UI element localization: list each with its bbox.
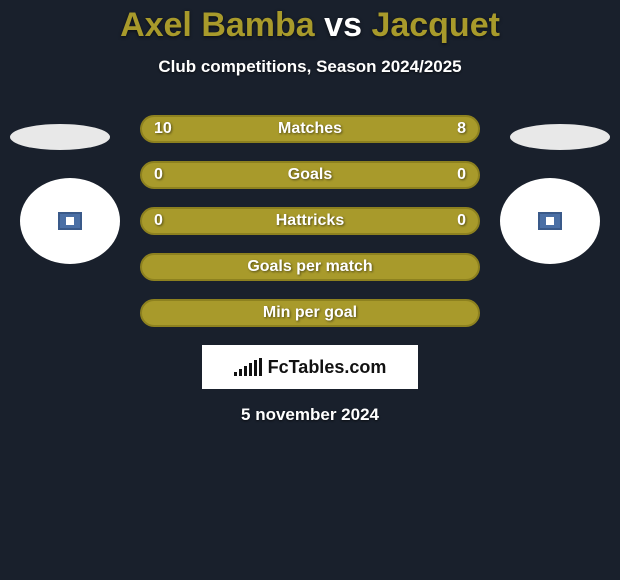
player2-name: Jacquet <box>371 6 500 44</box>
stat-right-value: 0 <box>457 166 466 184</box>
player2-avatar <box>500 178 600 264</box>
player1-name: Axel Bamba <box>120 6 315 44</box>
brand-badge: FcTables.com <box>202 345 418 389</box>
brand-bar <box>259 358 262 376</box>
decorative-ellipse-right <box>510 124 610 150</box>
stat-row: 0 Hattricks 0 <box>140 207 480 235</box>
stat-row: 0 Goals 0 <box>140 161 480 189</box>
brand-bar <box>249 363 252 376</box>
stat-label: Hattricks <box>276 212 344 230</box>
stat-left-value: 0 <box>154 212 163 230</box>
stat-left-value: 10 <box>154 120 172 138</box>
stat-right-value: 8 <box>457 120 466 138</box>
stat-label: Goals <box>288 166 332 184</box>
decorative-ellipse-left <box>10 124 110 150</box>
page-title: Axel Bamba vs Jacquet <box>0 0 620 45</box>
brand-bar <box>234 372 237 376</box>
stat-label: Goals per match <box>247 258 372 276</box>
brand-bar <box>239 369 242 376</box>
stat-label: Min per goal <box>263 304 357 322</box>
stat-label: Matches <box>278 120 342 138</box>
stat-row: Min per goal <box>140 299 480 327</box>
placeholder-icon <box>538 212 562 230</box>
stat-left-value: 0 <box>154 166 163 184</box>
stat-row: Goals per match <box>140 253 480 281</box>
brand-bar <box>254 360 257 376</box>
brand-text: FcTables.com <box>268 357 387 378</box>
placeholder-icon <box>58 212 82 230</box>
brand-bar <box>244 366 247 376</box>
brand-bars-icon <box>234 358 262 376</box>
stat-row: 10 Matches 8 <box>140 115 480 143</box>
player1-avatar <box>20 178 120 264</box>
date-text: 5 november 2024 <box>0 405 620 425</box>
vs-text: vs <box>324 6 362 44</box>
subtitle: Club competitions, Season 2024/2025 <box>0 57 620 77</box>
stat-right-value: 0 <box>457 212 466 230</box>
